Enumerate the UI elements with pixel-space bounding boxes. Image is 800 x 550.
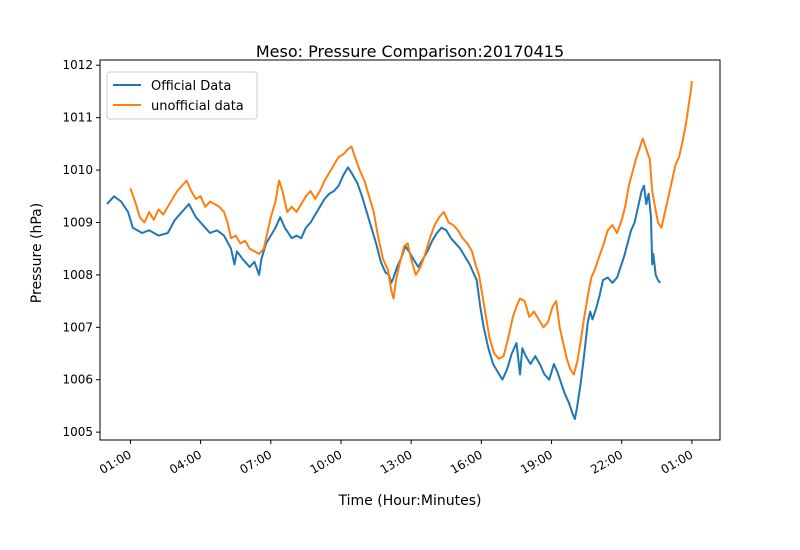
y-tick-label: 1005 [62,425,93,439]
y-tick-label: 1007 [62,320,93,334]
series-lines [106,80,693,420]
y-axis-label: Pressure (hPa) [29,203,45,303]
y-tick-label: 1011 [62,111,93,125]
y-tick-label: 1012 [62,58,93,72]
legend: Official Data unofficial data [106,71,258,120]
legend-box [106,71,258,120]
y-axis-ticks: 1005 1006 1007 1008 1009 1010 1011 1012 [62,58,100,439]
x-axis-label: Time (Hour:Minutes) [338,493,482,509]
chart-title: Meso: Pressure Comparison:20170415 [256,42,564,61]
legend-label-unofficial: unofficial data [151,99,244,114]
series-official-line [106,166,662,420]
y-tick-label: 1006 [62,373,93,387]
y-tick-label: 1008 [62,268,93,282]
legend-label-official: Official Data [151,79,231,94]
series-unofficial-line [129,80,693,376]
y-tick-label: 1010 [62,163,93,177]
y-tick-label: 1009 [62,215,93,229]
